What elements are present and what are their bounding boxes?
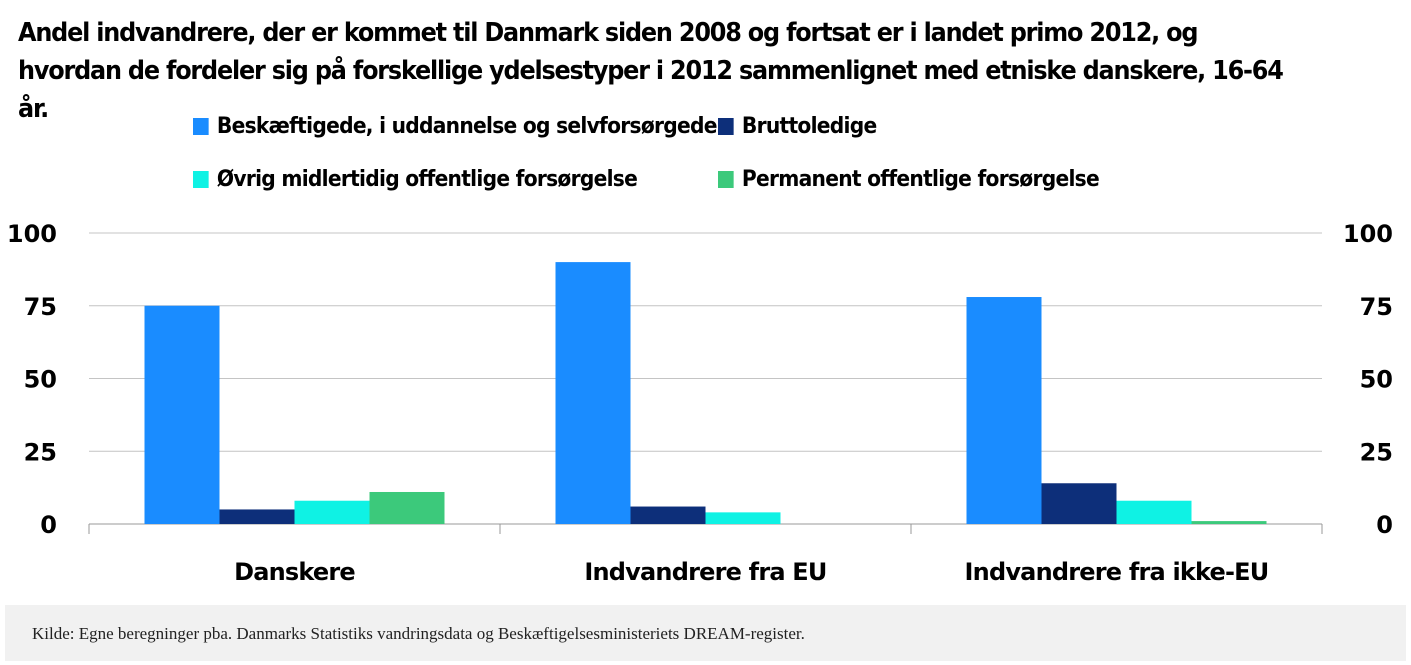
chart-title: Andel indvandrere, der er kommet til Dan… <box>18 18 1284 124</box>
y-tick-label-left: 100 <box>7 220 57 248</box>
bar <box>630 506 706 524</box>
legend-item-temporary: Øvrig midlertidig offentlige forsørgelse <box>193 167 638 192</box>
y-tick-label-right: 100 <box>1343 220 1393 248</box>
y-tick-label-right: 75 <box>1360 293 1393 321</box>
bar <box>369 491 445 524</box>
y-tick-label-left: 25 <box>24 438 57 466</box>
bar <box>1116 500 1192 524</box>
y-tick-label-left: 0 <box>40 511 57 539</box>
legend-swatch-permanent <box>718 171 734 188</box>
bar <box>1191 521 1267 524</box>
source-note: Kilde: Egne beregninger pba. Danmarks St… <box>32 624 805 643</box>
bar <box>294 500 370 524</box>
y-tick-label-left: 50 <box>24 366 57 394</box>
x-category-label: Indvandrere fra EU <box>584 558 826 586</box>
bar <box>144 305 220 524</box>
x-category-label: Danskere <box>234 558 355 586</box>
legend-label-permanent: Permanent offentlige forsørgelse <box>741 167 1100 192</box>
bar <box>219 509 295 524</box>
y-tick-label-right: 50 <box>1360 366 1393 394</box>
legend-swatch-temporary <box>193 171 209 188</box>
bar <box>1041 483 1117 524</box>
legend-item-employed: Beskæftigede, i uddannelse og selvforsør… <box>193 114 717 139</box>
legend-label-temporary: Øvrig midlertidig offentlige forsørgelse <box>216 167 638 192</box>
bar-chart: 0 0 25 25 50 50 75 75 100 100 Danskere Indvandrere … <box>7 220 1393 586</box>
legend-swatch-unemployed <box>718 118 734 135</box>
legend-swatch-employed <box>193 118 209 135</box>
bar <box>705 512 781 524</box>
x-category-label: Indvandrere fra ikke-EU <box>965 558 1269 586</box>
legend-label-employed: Beskæftigede, i uddannelse og selvforsør… <box>216 114 718 139</box>
source-box: Kilde: Egne beregninger pba. Danmarks St… <box>5 605 1406 661</box>
y-tick-label-left: 75 <box>24 293 57 321</box>
legend-item-permanent: Permanent offentlige forsørgelse <box>718 167 1100 192</box>
y-tick-label-right: 0 <box>1376 511 1393 539</box>
y-tick-label-right: 25 <box>1360 438 1393 466</box>
legend-item-unemployed: Bruttoledige <box>718 114 877 139</box>
bar <box>555 262 631 524</box>
bar <box>966 297 1042 524</box>
legend-label-unemployed: Bruttoledige <box>741 114 877 139</box>
